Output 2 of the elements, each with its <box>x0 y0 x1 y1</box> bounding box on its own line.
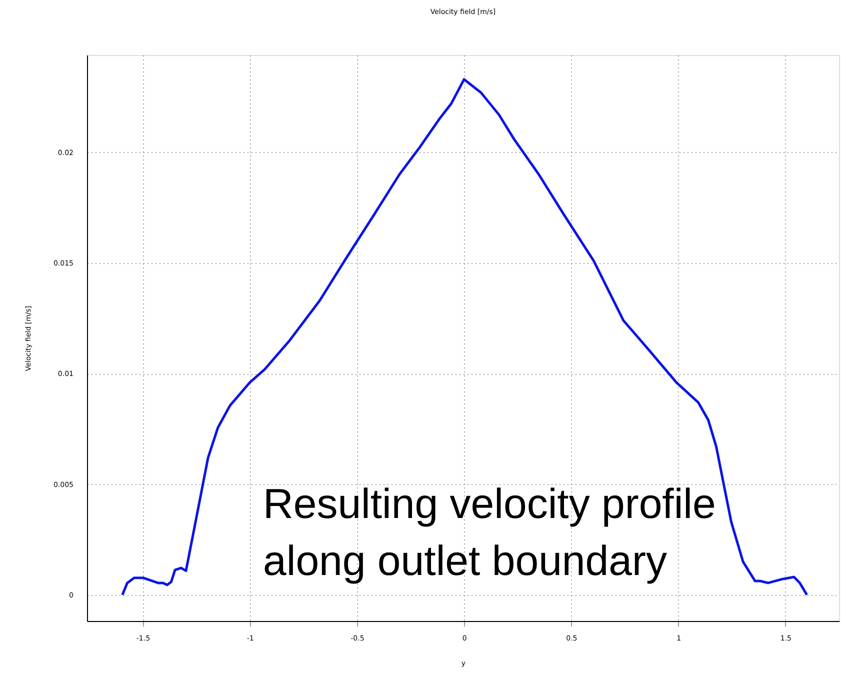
line-series <box>121 78 808 596</box>
annotation: Resulting velocity profile along outlet boundary <box>263 480 716 584</box>
